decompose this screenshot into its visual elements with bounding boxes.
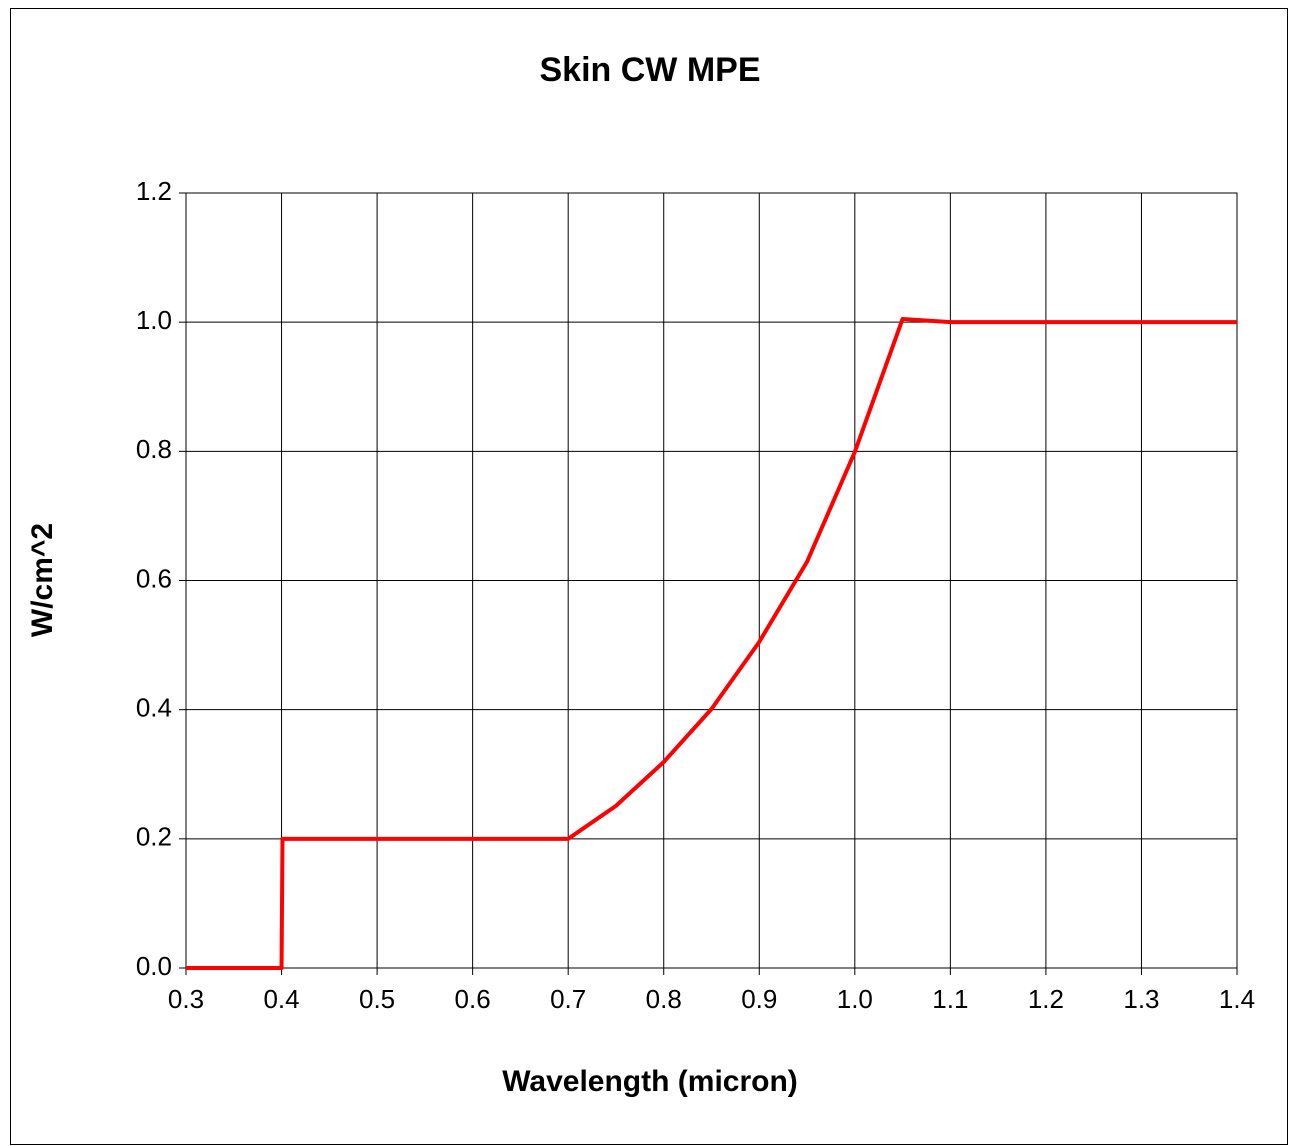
y-tick-label: 0.0 [136, 951, 172, 981]
chart-title: Skin CW MPE [539, 51, 760, 89]
x-tick-label: 0.3 [168, 984, 204, 1014]
y-tick-label: 0.2 [136, 822, 172, 852]
x-tick-label: 0.7 [550, 984, 586, 1014]
data-line [186, 316, 1237, 970]
x-tick-label: 0.8 [646, 984, 682, 1014]
y-tick-label: 0.4 [136, 693, 172, 723]
x-tick-label: 1.0 [837, 984, 873, 1014]
x-tick-label: 0.4 [263, 984, 299, 1014]
chart-frame [10, 8, 1288, 1145]
x-tick-label: 1.3 [1123, 984, 1159, 1014]
y-tick-label: 1.0 [136, 305, 172, 335]
x-tick-label: 1.2 [1028, 984, 1064, 1014]
plot-area [185, 192, 1238, 969]
y-axis-label: W/cm^2 [26, 523, 59, 637]
x-tick-label: 0.5 [359, 984, 395, 1014]
y-tick-label: 0.8 [136, 434, 172, 464]
y-tick-label: 0.6 [136, 563, 172, 593]
x-tick-label: 1.1 [932, 984, 968, 1014]
x-tick-label: 1.4 [1219, 984, 1255, 1014]
x-tick-label: 0.9 [741, 984, 777, 1014]
x-axis-label: Wavelength (micron) [502, 1065, 798, 1098]
y-tick-label: 1.2 [136, 176, 172, 206]
x-tick-label: 0.6 [455, 984, 491, 1014]
